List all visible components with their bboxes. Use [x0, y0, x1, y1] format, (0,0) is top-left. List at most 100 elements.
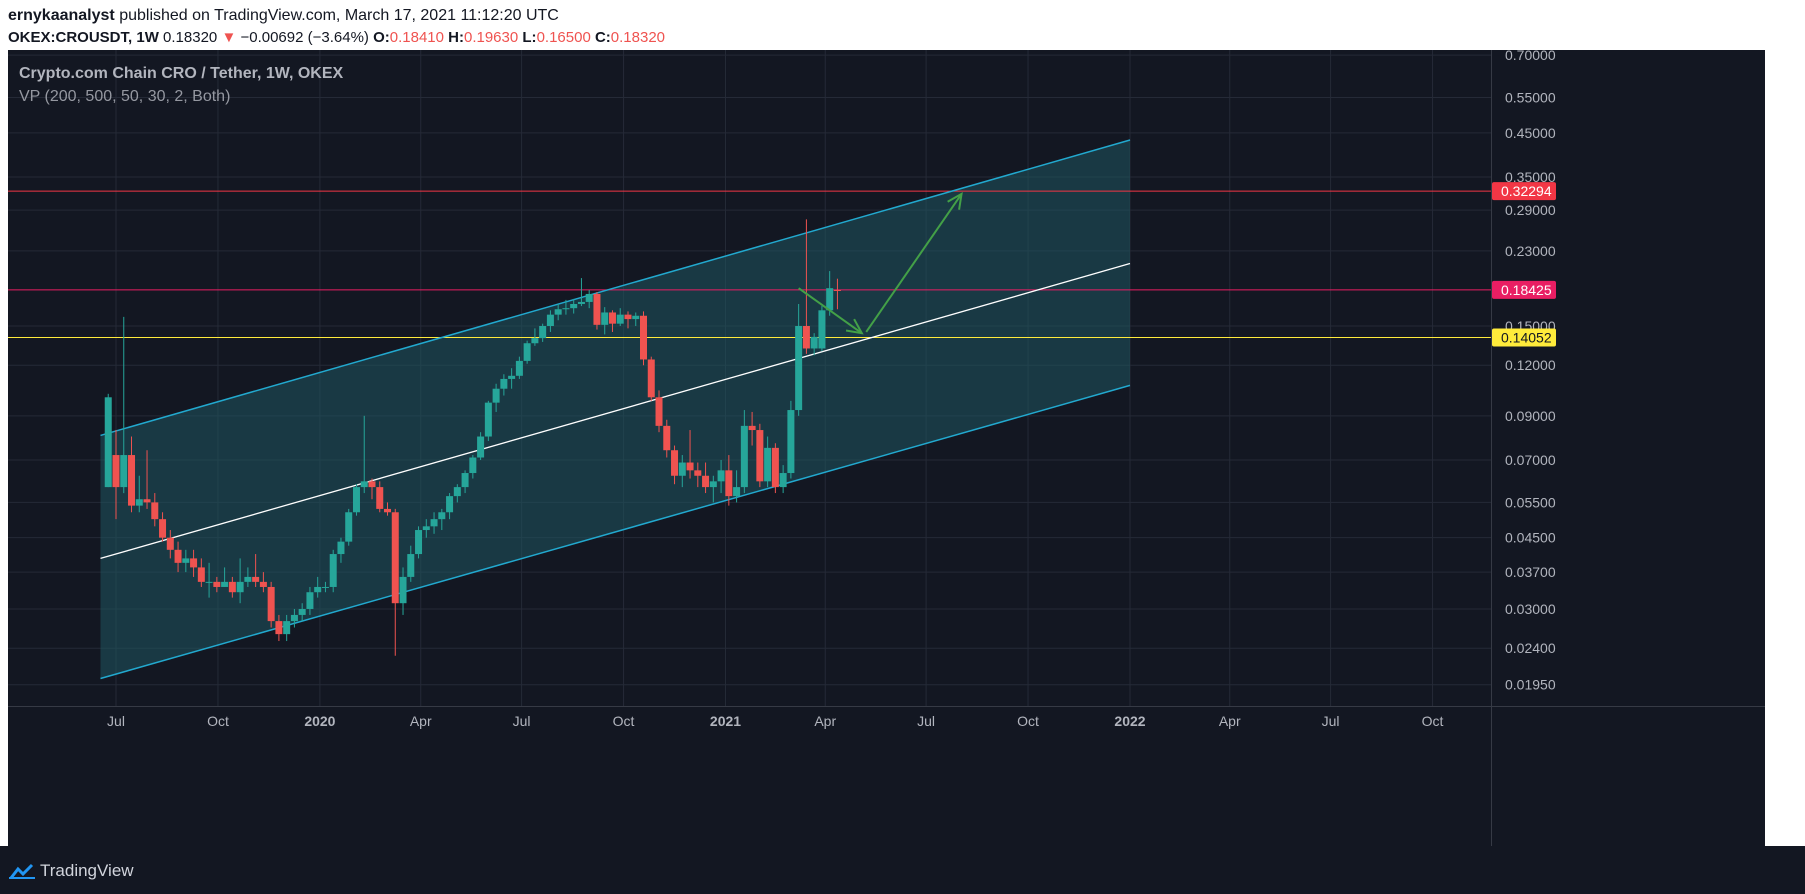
- candle-body: [306, 592, 314, 609]
- candle-body: [655, 397, 663, 426]
- chart-pane[interactable]: 0.70000 0.55000 0.45000 0.35000 0.29000 0.230…: [8, 50, 1765, 846]
- time-tick-label: 2020: [304, 713, 335, 729]
- candle-body: [585, 293, 593, 302]
- candle-body: [802, 326, 810, 349]
- candle-body: [213, 581, 221, 587]
- candle-body: [484, 402, 492, 437]
- time-tick-label: 2022: [1114, 713, 1145, 729]
- channel-upper-line: [100, 139, 1131, 437]
- low-label: L:: [522, 29, 537, 46]
- down-arrow-icon: ▼: [221, 29, 237, 46]
- candle-body: [515, 360, 523, 376]
- price-tick-label: 0.70000: [1505, 50, 1556, 63]
- price-change: −0.00692 (−3.64%): [240, 29, 369, 46]
- close-label: C:: [594, 29, 611, 46]
- high-label: H:: [448, 29, 464, 46]
- candle-body: [290, 614, 298, 622]
- arrow-head-icon: [845, 318, 864, 335]
- open-label: O:: [373, 29, 390, 46]
- candle-body: [717, 470, 725, 482]
- candle-body: [663, 425, 671, 451]
- symbol-name: OKEX:CROUSDT: [8, 29, 129, 46]
- arrow-head-icon: [947, 191, 963, 210]
- price-tick-label: 0.03000: [1505, 601, 1556, 617]
- time-tick-label: Oct: [207, 713, 229, 729]
- candle-body: [818, 310, 826, 349]
- candle-body: [779, 473, 787, 488]
- time-tick-label: 2021: [710, 713, 741, 729]
- price-tick-label: 0.02400: [1505, 640, 1556, 656]
- candle-body: [422, 526, 430, 531]
- candle-body: [376, 487, 384, 509]
- time-tick-label: Jul: [513, 713, 531, 729]
- candle-body: [469, 457, 477, 474]
- candle-body: [135, 499, 143, 506]
- candle-body: [546, 314, 554, 326]
- indicator-label[interactable]: VP (200, 500, 50, 30, 2, Both): [19, 88, 231, 105]
- candle-body: [554, 309, 562, 315]
- level-price-label: 0.18425: [1501, 282, 1552, 298]
- channel-lower-line: [100, 384, 1131, 680]
- time-tick-label: Apr: [1219, 713, 1241, 729]
- price-tick-label: 0.12000: [1505, 357, 1556, 373]
- candle-body: [298, 608, 306, 615]
- legend-title[interactable]: Crypto.com Chain CRO / Tether, 1W, OKEX: [19, 65, 344, 82]
- candle-body: [368, 481, 376, 488]
- candle-body: [616, 314, 624, 324]
- candle-body: [453, 487, 461, 497]
- candle-body: [166, 537, 174, 550]
- candle-body: [360, 481, 368, 488]
- candle-body: [740, 425, 748, 488]
- time-tick-label: Apr: [814, 713, 836, 729]
- time-tick-label: Jul: [1322, 713, 1340, 729]
- time-tick-label: Oct: [1422, 713, 1444, 729]
- price-tick-label: 0.09000: [1505, 408, 1556, 424]
- candle-body: [733, 487, 741, 497]
- candle-body: [725, 470, 733, 497]
- candle-body: [283, 621, 291, 635]
- author-name[interactable]: ernykaanalyst: [8, 7, 115, 24]
- price-tick-label: 0.05500: [1505, 494, 1556, 510]
- time-tick-label: Jul: [107, 713, 125, 729]
- candle-body: [570, 303, 578, 309]
- price-tick-label: 0.07000: [1505, 452, 1556, 468]
- price-tick-label: 0.01950: [1505, 677, 1556, 693]
- chart-legend: Crypto.com Chain CRO / Tether, 1W, OKEX …: [19, 65, 343, 106]
- candle-body: [539, 326, 547, 339]
- candle-body: [508, 375, 516, 379]
- candle-body: [826, 288, 834, 311]
- candle-body: [833, 289, 841, 291]
- time-tick-label: Jul: [917, 713, 935, 729]
- time-tick-label: Oct: [613, 713, 635, 729]
- projection-arrow: [865, 193, 963, 333]
- candle-body: [407, 554, 415, 577]
- candle-body: [182, 558, 190, 563]
- publish-header: ernykaanalyst published on TradingView.c…: [0, 0, 1805, 50]
- candle-body: [446, 496, 454, 513]
- footer-bar: TradingView: [0, 846, 1805, 894]
- price-chart[interactable]: 0.70000 0.55000 0.45000 0.35000 0.29000 0.230…: [8, 50, 1765, 846]
- candle-body: [748, 425, 756, 431]
- candles: [104, 219, 841, 656]
- candle-body: [221, 581, 229, 587]
- level-price-badge: [1492, 280, 1556, 299]
- candle-body: [120, 455, 128, 488]
- price-tick-label: 0.29000: [1505, 202, 1556, 218]
- channel-middle-line: [100, 262, 1131, 560]
- candle-body: [756, 430, 764, 482]
- price-tick-label: 0.04500: [1505, 530, 1556, 546]
- candle-body: [415, 530, 423, 555]
- open-value: 0.18410: [389, 29, 444, 46]
- candle-body: [640, 315, 648, 360]
- candle-body: [810, 336, 818, 349]
- candle-body: [236, 581, 244, 593]
- candle-body: [601, 312, 609, 325]
- candle-body: [764, 447, 772, 482]
- interval-label: 1W: [136, 29, 159, 46]
- tradingview-logo[interactable]: TradingView: [8, 860, 134, 882]
- candle-body: [795, 326, 803, 411]
- published-text: published on TradingView.com, March 17, …: [119, 7, 559, 24]
- level-price-label: 0.14052: [1501, 329, 1552, 345]
- time-tick-label: Oct: [1017, 713, 1039, 729]
- candle-body: [228, 581, 236, 593]
